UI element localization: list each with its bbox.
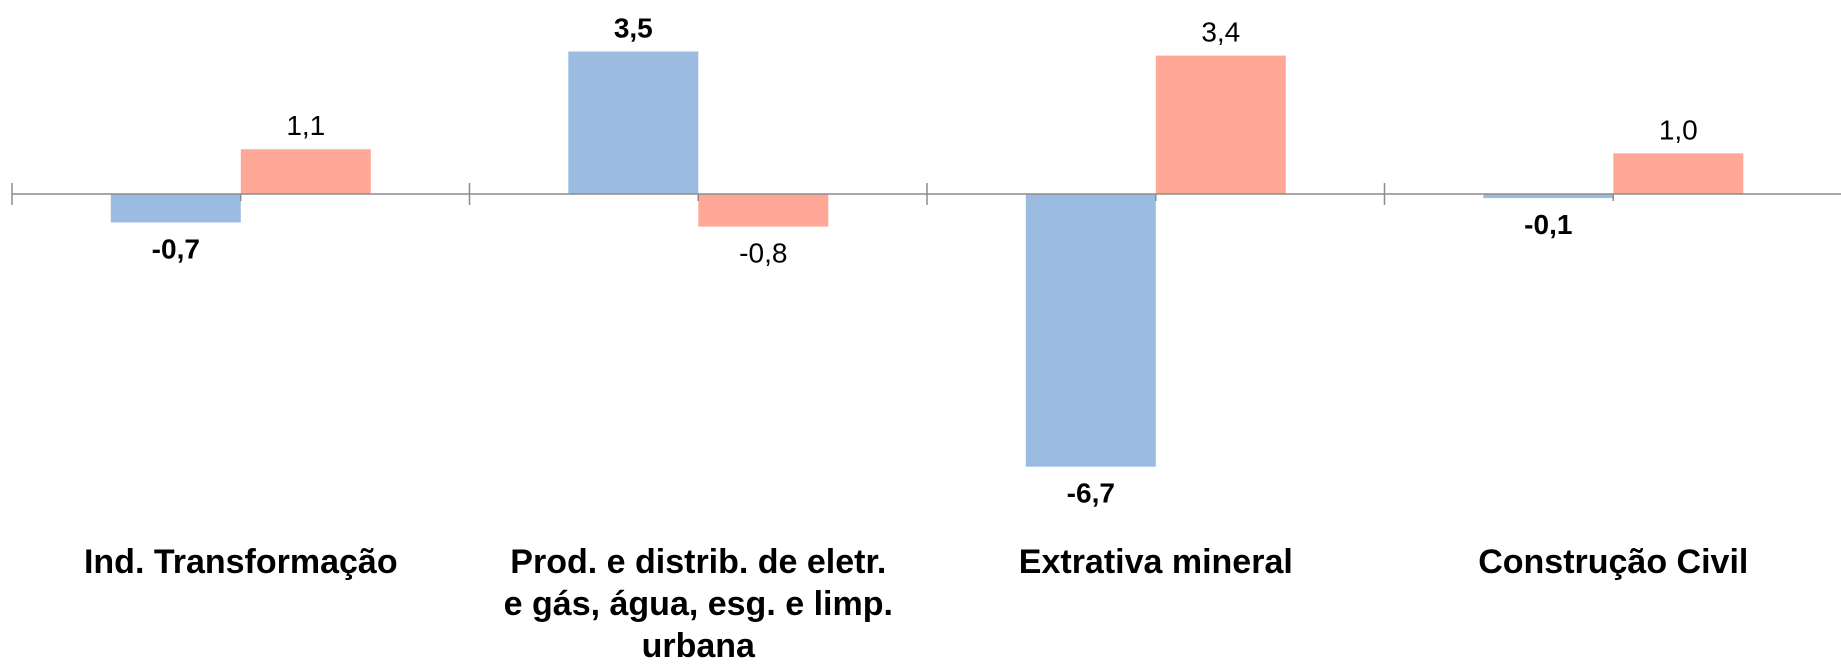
bar-series1-2 (568, 51, 699, 194)
bar-series1-4 (1483, 194, 1614, 199)
data-label-series1-4: -0,1 (1524, 209, 1572, 240)
category-label-line: Ind. Transformação (84, 543, 398, 581)
category-label-line: Construção Civil (1478, 543, 1748, 581)
data-label-series2-3: 3,4 (1201, 17, 1240, 48)
data-label-series2-4: 1,0 (1659, 114, 1698, 145)
bar-series2-4 (1613, 153, 1744, 194)
bar-series2-1 (240, 149, 371, 194)
bar-series1-1 (110, 194, 241, 223)
data-label-series2-2: -0,8 (739, 238, 787, 269)
bar-series2-3 (1155, 55, 1286, 194)
category-label-line: e gás, água, esg. e limp. (504, 585, 893, 623)
bar-series1-3 (1025, 194, 1156, 467)
category-label-line: urbana (642, 627, 756, 665)
data-label-series1-1: -0,7 (152, 234, 200, 265)
data-label-series1-2: 3,5 (614, 13, 653, 44)
category-label-1: Ind. Transformação (84, 543, 398, 581)
bar-series2-2 (698, 194, 829, 227)
category-label-3: Extrativa mineral (1019, 543, 1293, 581)
data-label-series2-1: 1,1 (286, 110, 325, 141)
category-label-line: Extrativa mineral (1019, 543, 1293, 581)
data-label-series1-3: -6,7 (1067, 478, 1115, 509)
category-label-2: Prod. e distrib. de eletr. e gás, água, e… (504, 543, 893, 665)
category-label-line: Prod. e distrib. de eletr. (510, 543, 886, 581)
category-label-4: Construção Civil (1478, 543, 1748, 581)
